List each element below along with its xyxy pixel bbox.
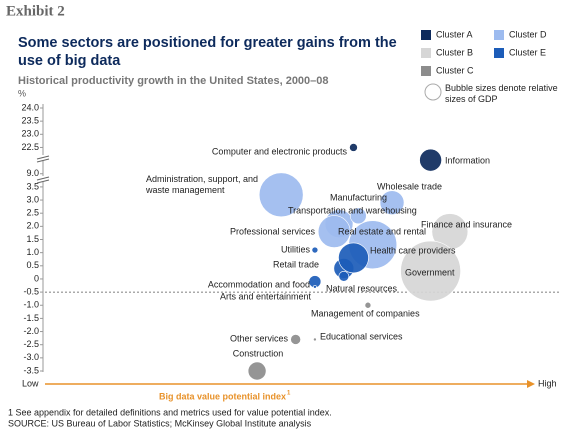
point-label: Administration, support, and waste manag… [146,174,259,195]
legend-size-note: Bubble sizes denote relative sizes of GD… [445,83,558,104]
y-tick-label: -2.5 [23,339,39,349]
source: SOURCE: US Bureau of Labor Statistics; M… [8,418,312,428]
point-label: Professional services [230,226,316,236]
point-label-box: Administration, support, and waste manag… [146,174,259,195]
y-tick-label: 1.5 [26,234,39,244]
y-tick-label: 0.5 [26,260,39,270]
bubble [317,215,351,248]
x-high: High [538,378,557,388]
bubble [338,271,350,282]
point-label: Arts and entertainment [220,291,312,301]
bubbles [247,143,469,381]
y-tick-label: 2.5 [26,208,39,218]
y-tick-label: 3.0 [26,194,39,204]
axis-break [36,176,50,181]
point-label: Government [405,267,455,277]
bubble [349,143,358,152]
axis-break [36,158,50,163]
x-axis-arrowhead [527,380,535,388]
bubble [338,242,369,274]
axis-break [36,179,50,184]
exhibit: Exhibit 2 [6,3,65,19]
y-tick-label: 23.5 [21,116,39,126]
bubble [349,207,367,225]
point-label: Natural resources [326,283,398,293]
legend: Cluster A Cluster B Cluster C Cluster D Clus… [421,29,558,104]
point-label: Real estate and rental [338,226,426,236]
chart-title: Some sectors are positioned for greater … [18,35,397,69]
y-tick-label: -1.0 [23,300,39,310]
axis-break [36,155,50,160]
bubble [313,285,317,289]
bubble [400,240,461,302]
point-label: Educational services [320,331,403,341]
y-tick-label: -3.5 [23,365,39,375]
y-tick-label: 23.0 [21,129,39,139]
y-tick-label: -0.5 [23,286,39,296]
chart-subtitle: Historical productivity growth in the Un… [18,75,329,87]
legend-size-swatch [424,83,442,101]
legend-label: Cluster A [436,29,473,39]
y-tick-label: 22.5 [21,142,39,152]
bubble [379,190,405,215]
point-label: Transportation and warehousing [288,205,417,215]
y-tick-label: 24.0 [21,102,39,112]
bubble [247,361,267,381]
bubble [313,337,317,342]
x-axis-label-note: 1 [287,391,291,397]
point-label: Computer and electronic products [212,146,348,156]
y-tick-label: -3.0 [23,352,39,362]
bubble [364,301,372,309]
legend-label: Cluster C [436,65,474,75]
point-label: Other services [230,333,289,343]
bubble [258,172,304,218]
point-label: Manufacturing [330,192,387,202]
point-label: Wholesale trade [377,181,442,191]
y-tick-label: -2.0 [23,326,39,336]
x-low: Low [22,378,39,388]
point-label: Health care providers [370,245,456,255]
bubble [311,246,319,254]
y-tick-label: 2.0 [26,221,39,231]
y-tick-label: 9.0 [26,168,39,178]
y-tick-label: 0 [34,273,39,283]
legend-size-box: Bubble sizes denote relative sizes of GD… [445,83,558,104]
y-tick-label: 3.5 [26,181,39,191]
bubble [290,334,301,345]
title-box: Some sectors are positioned for greater … [18,35,397,69]
point-label: Management of companies [311,308,420,318]
legend-label: Cluster D [509,29,547,39]
point-label: Retail trade [273,259,319,269]
legend-label: Cluster B [436,47,473,57]
legend-swatch [421,66,431,76]
point-label: Accommodation and food [208,279,310,289]
legend-swatch [421,48,431,58]
legend-swatch [494,30,504,40]
y-axis-label: % [18,88,26,98]
point-label: Utilities [281,244,311,254]
legend-label: Cluster E [509,47,546,57]
footnote: 1 See appendix for detailed definitions … [8,407,332,417]
legend-swatch [494,48,504,58]
bubble [419,148,442,172]
y-tick-label: -1.5 [23,313,39,323]
point-label: Finance and insurance [421,219,512,229]
legend-swatch [421,30,431,40]
point-label: Construction [233,348,284,358]
x-axis-label: Big data value potential index [159,391,286,401]
point-label: Information [445,155,490,165]
y-tick-label: 1.0 [26,247,39,257]
